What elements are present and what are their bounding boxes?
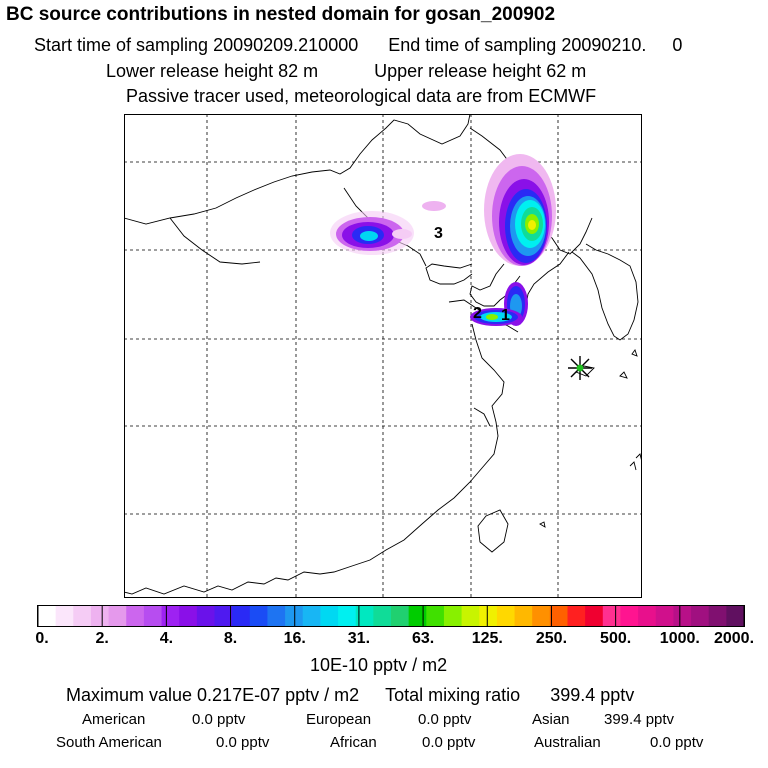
colorbar-swatch: [708, 606, 727, 626]
colorbar-swatch: [161, 606, 180, 626]
region-south-american-name: South American: [56, 734, 162, 751]
start-time-label: Start time of sampling 20090209.210000: [34, 35, 359, 55]
colorbar-swatch: [514, 606, 533, 626]
total-mixing-value: 399.4 pptv: [550, 685, 635, 705]
colorbar-swatch: [691, 606, 710, 626]
map-label-3: 3: [434, 225, 443, 242]
colorbar-tick-label: 2.: [95, 630, 109, 647]
region-south-american-value: 0.0 pptv: [216, 734, 270, 751]
colorbar-swatch: [638, 606, 657, 626]
region-asian-name: Asian: [532, 711, 570, 728]
colorbar-unit: 10E-10 pptv / m2: [310, 655, 448, 675]
colorbar-swatch: [426, 606, 445, 626]
upper-release-height: Upper release height 62 m: [374, 61, 587, 81]
colorbar-tick-label: 2000.: [713, 630, 755, 647]
stats-line: Maximum value 0.217E-07 pptv / m2 Total m…: [66, 685, 634, 706]
colorbar-swatch: [602, 606, 621, 626]
maximum-value: Maximum value 0.217E-07 pptv / m2: [66, 685, 360, 705]
lat-lon-grid: [124, 114, 642, 598]
colorbar-tick-label: 250.: [535, 630, 568, 647]
region-australian-name: Australian: [534, 734, 601, 751]
region-asian-value: 399.4 pptv: [604, 711, 675, 728]
region-european-value: 0.0 pptv: [418, 711, 472, 728]
colorbar-tick-label: 1000.: [659, 630, 700, 647]
lower-release-height: Lower release height 82 m: [106, 61, 319, 81]
plot-title: BC source contributions in nested domain…: [6, 4, 556, 25]
colorbar-swatch: [355, 606, 374, 626]
colorbar-tick-label: 125.: [471, 630, 503, 647]
colorbar-swatch: [673, 606, 692, 626]
colorbar-swatch: [90, 606, 110, 626]
colorbar-swatch: [38, 606, 57, 626]
colorbar-swatch: [179, 606, 198, 626]
region-american-name: American: [82, 711, 146, 728]
colorbar-swatch: [143, 606, 163, 626]
colorbar-swatch: [338, 606, 357, 626]
colorbar-swatch: [302, 606, 321, 626]
colorbar-swatch: [532, 606, 551, 626]
colorbar-swatch: [479, 606, 498, 626]
colorbar-swatch: [232, 606, 251, 626]
source-contribution-map: 3 2 1: [124, 114, 642, 598]
region-african-value: 0.0 pptv: [422, 734, 476, 751]
end-time-label: End time of sampling 20090210.: [388, 35, 647, 55]
colorbar-tick-label: 500.: [600, 630, 632, 647]
colorbar-swatch: [126, 606, 145, 626]
colorbar-swatch: [726, 606, 745, 626]
end-time-suffix: 0: [672, 35, 683, 55]
colorbar-tick-label: 31.: [347, 630, 371, 647]
colorbar-swatch: [267, 606, 286, 626]
colorbar-frame: [37, 605, 745, 627]
release-height-line: Lower release height 82 m Upper release h…: [106, 61, 586, 82]
region-african-name: African: [330, 734, 377, 751]
region-european-name: European: [306, 711, 372, 728]
colorbar-swatch: [408, 606, 427, 626]
colorbar-swatch: [549, 606, 568, 626]
colorbar-swatch: [373, 606, 392, 626]
colorbar-tick-label: 0.: [35, 630, 49, 647]
colorbar-swatch: [620, 606, 639, 626]
colorbar-swatch: [391, 606, 410, 626]
colorbar-swatch: [496, 606, 516, 626]
plume-main: [484, 154, 556, 266]
colorbar-swatch: [567, 606, 586, 626]
colorbar-swatch: [285, 606, 304, 626]
map-label-1: 1: [501, 307, 510, 324]
colorbar-swatch: [108, 606, 127, 626]
plume-1-2: [470, 282, 528, 326]
tracer-note: Passive tracer used, meteorological data…: [126, 86, 597, 106]
colorbar-ticks: 0. 2. 4. 8. 16. 31. 63. 125. 250. 500. 1000. 2000.: [0, 630, 768, 652]
colorbar-swatch: [214, 606, 233, 626]
receptor-star-icon: [568, 356, 592, 380]
colorbar-tick-label: 4.: [159, 630, 174, 647]
sampling-time-line: Start time of sampling 20090209.210000 En…: [34, 35, 682, 56]
colorbar-swatch: [249, 606, 268, 626]
colorbar: [37, 605, 745, 627]
colorbar-svg: [37, 605, 745, 627]
region-american-value: 0.0 pptv: [192, 711, 246, 728]
colorbar-swatch: [461, 606, 480, 626]
colorbar-tick-label: 8.: [223, 630, 238, 647]
colorbar-tick-label: 63.: [411, 630, 435, 647]
colorbar-swatch: [655, 606, 674, 626]
colorbar-swatch: [196, 606, 215, 626]
colorbar-swatch: [73, 606, 92, 626]
colorbar-swatch: [585, 606, 604, 626]
colorbar-tick-label: 16.: [283, 630, 306, 647]
map-label-2: 2: [473, 305, 482, 322]
total-mixing-label: Total mixing ratio: [385, 685, 521, 705]
colorbar-swatch: [320, 606, 339, 626]
plume-3: [330, 201, 446, 255]
region-australian-value: 0.0 pptv: [650, 734, 704, 751]
colorbar-swatch: [443, 606, 463, 626]
colorbar-swatch: [55, 606, 74, 626]
